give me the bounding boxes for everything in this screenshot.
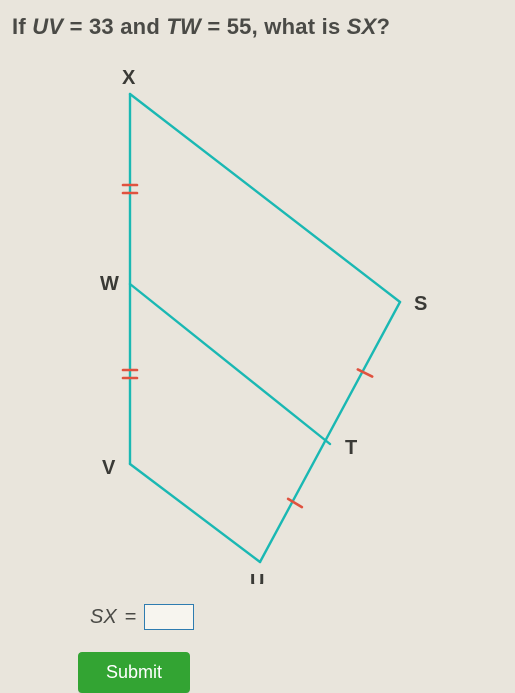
question-text: If UV = 33 and TW = 55, what is SX? [12, 14, 390, 40]
vertex-label-S: S [414, 293, 427, 315]
answer-eq: = [125, 606, 137, 629]
q-suffix: , what is [252, 14, 347, 39]
vertex-label-U: U [250, 571, 264, 584]
q-val1: 33 [89, 14, 114, 39]
vertex-label-T: T [345, 437, 357, 459]
q-eq1: = [63, 14, 89, 39]
answer-input[interactable] [144, 604, 194, 630]
vertex-label-W: W [100, 273, 119, 295]
answer-row: SX = [90, 604, 194, 630]
submit-button[interactable]: Submit [78, 652, 190, 693]
answer-var: SX [90, 606, 117, 629]
q-val2: 55 [227, 14, 252, 39]
q-var2: TW [166, 14, 201, 39]
vertex-label-X: X [122, 67, 136, 89]
q-q: ? [377, 14, 391, 39]
geometry-figure: X W V U T S [70, 64, 430, 584]
q-mid: and [114, 14, 166, 39]
vertex-label-V: V [102, 457, 116, 479]
q-var3: SX [347, 14, 377, 39]
q-eq2: = [201, 14, 227, 39]
q-prefix: If [12, 14, 32, 39]
q-var1: UV [32, 14, 63, 39]
